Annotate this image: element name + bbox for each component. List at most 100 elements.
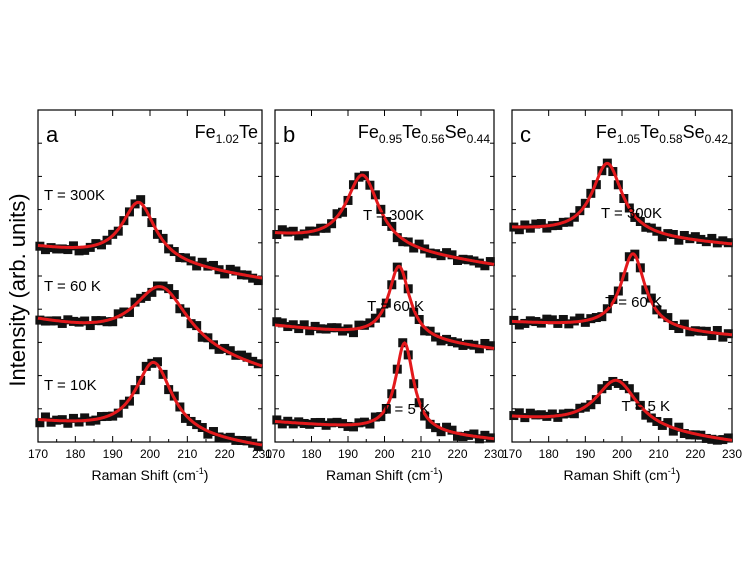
x-tick-label: 200 <box>140 447 160 461</box>
x-tick-label: 230 <box>484 447 504 461</box>
data-point <box>248 273 258 283</box>
data-point <box>624 384 634 394</box>
data-point <box>414 239 424 249</box>
panel-frame <box>274 109 495 443</box>
data-point <box>542 314 552 324</box>
data-point <box>409 243 419 253</box>
fit-curve <box>37 360 263 447</box>
data-point <box>370 412 380 422</box>
y-axis-label: Intensity (arb. units) <box>5 193 30 386</box>
temperature-label: T = 5 K <box>621 398 670 415</box>
data-point <box>436 427 446 437</box>
data-point <box>674 422 684 432</box>
data-point <box>553 412 563 422</box>
x-tick-label: 190 <box>103 447 123 461</box>
temperature-label: T = 300K <box>601 205 662 222</box>
series-1: T = 60 K <box>272 262 495 354</box>
data-point <box>192 261 202 271</box>
data-point <box>547 315 557 325</box>
data-point <box>718 236 728 246</box>
temperature-label: T = 10K <box>44 377 97 394</box>
data-point <box>68 241 78 251</box>
temperature-label: T = 300K <box>44 187 105 204</box>
data-point <box>152 357 162 367</box>
fit-curve <box>37 200 263 280</box>
data-point <box>63 315 73 325</box>
sample-formula: Fe0.95​Te0.56​Se0.44​ <box>358 122 490 146</box>
data-point <box>690 232 700 242</box>
x-tick-label: 190 <box>575 447 595 461</box>
data-point <box>220 343 230 353</box>
data-point <box>723 433 733 443</box>
data-point <box>68 413 78 423</box>
data-point <box>272 415 282 425</box>
data-point <box>348 422 358 432</box>
data-point <box>332 209 342 219</box>
series-0: T = 300K <box>35 187 263 286</box>
data-point <box>354 320 364 330</box>
data-point <box>40 316 50 326</box>
data-point <box>685 327 695 337</box>
data-point <box>569 409 579 419</box>
data-point <box>113 408 123 418</box>
data-point <box>294 231 304 241</box>
data-point <box>63 245 73 255</box>
x-tick-label: 180 <box>301 447 321 461</box>
data-point <box>236 350 246 360</box>
data-point <box>613 378 623 388</box>
data-point <box>272 229 282 239</box>
data-point <box>305 326 315 336</box>
data-point <box>431 332 441 342</box>
data-point <box>147 287 157 297</box>
sample-formula: Fe1.05​Te0.58​Se0.42​ <box>596 122 728 146</box>
data-point <box>668 426 678 436</box>
data-point <box>136 195 146 205</box>
data-point <box>40 245 50 255</box>
data-point <box>365 419 375 429</box>
data-point <box>514 408 524 418</box>
data-point <box>277 318 287 328</box>
panels-group: 170 180 190 200 210 220 230 Raman Shift (cm-1) a… <box>28 109 742 483</box>
data-point <box>458 432 468 442</box>
data-point <box>35 418 45 428</box>
fit-curve <box>512 252 733 337</box>
data-point <box>531 410 541 420</box>
data-point <box>453 431 462 441</box>
data-point <box>80 316 90 326</box>
series-1: T = 60 K <box>509 249 733 342</box>
data-point <box>113 309 123 319</box>
panel-letter: b <box>283 122 295 147</box>
x-tick-label: 220 <box>215 447 235 461</box>
data-point <box>668 320 678 330</box>
temperature-label: T = 60 K <box>44 278 101 295</box>
data-point <box>225 346 235 356</box>
data-point <box>299 229 309 239</box>
data-point <box>564 217 574 227</box>
data-point <box>332 417 342 427</box>
data-point <box>327 418 337 428</box>
data-point <box>531 219 541 229</box>
data-point <box>712 435 722 445</box>
x-tick-label: 220 <box>685 447 705 461</box>
data-point <box>707 434 717 444</box>
fit-curve <box>37 285 263 368</box>
data-point <box>63 418 73 428</box>
x-tick-label: 170 <box>265 447 285 461</box>
x-tick-label: 180 <box>539 447 559 461</box>
data-point <box>208 427 218 437</box>
series-1: T = 60 K <box>35 278 263 369</box>
data-point <box>40 412 50 422</box>
data-point <box>663 418 673 428</box>
series-2: T = 5 K <box>509 376 733 445</box>
data-point <box>536 219 546 229</box>
data-point <box>57 318 67 328</box>
data-point <box>392 233 402 243</box>
data-point <box>91 316 101 326</box>
data-point <box>657 309 667 319</box>
data-point <box>442 248 452 258</box>
data-point <box>197 257 207 267</box>
data-point <box>520 318 530 328</box>
data-point <box>108 411 118 421</box>
x-tick-label: 210 <box>177 447 197 461</box>
